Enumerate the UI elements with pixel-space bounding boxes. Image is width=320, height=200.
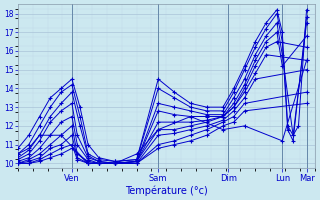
X-axis label: Température (°c): Température (°c) [125,185,208,196]
